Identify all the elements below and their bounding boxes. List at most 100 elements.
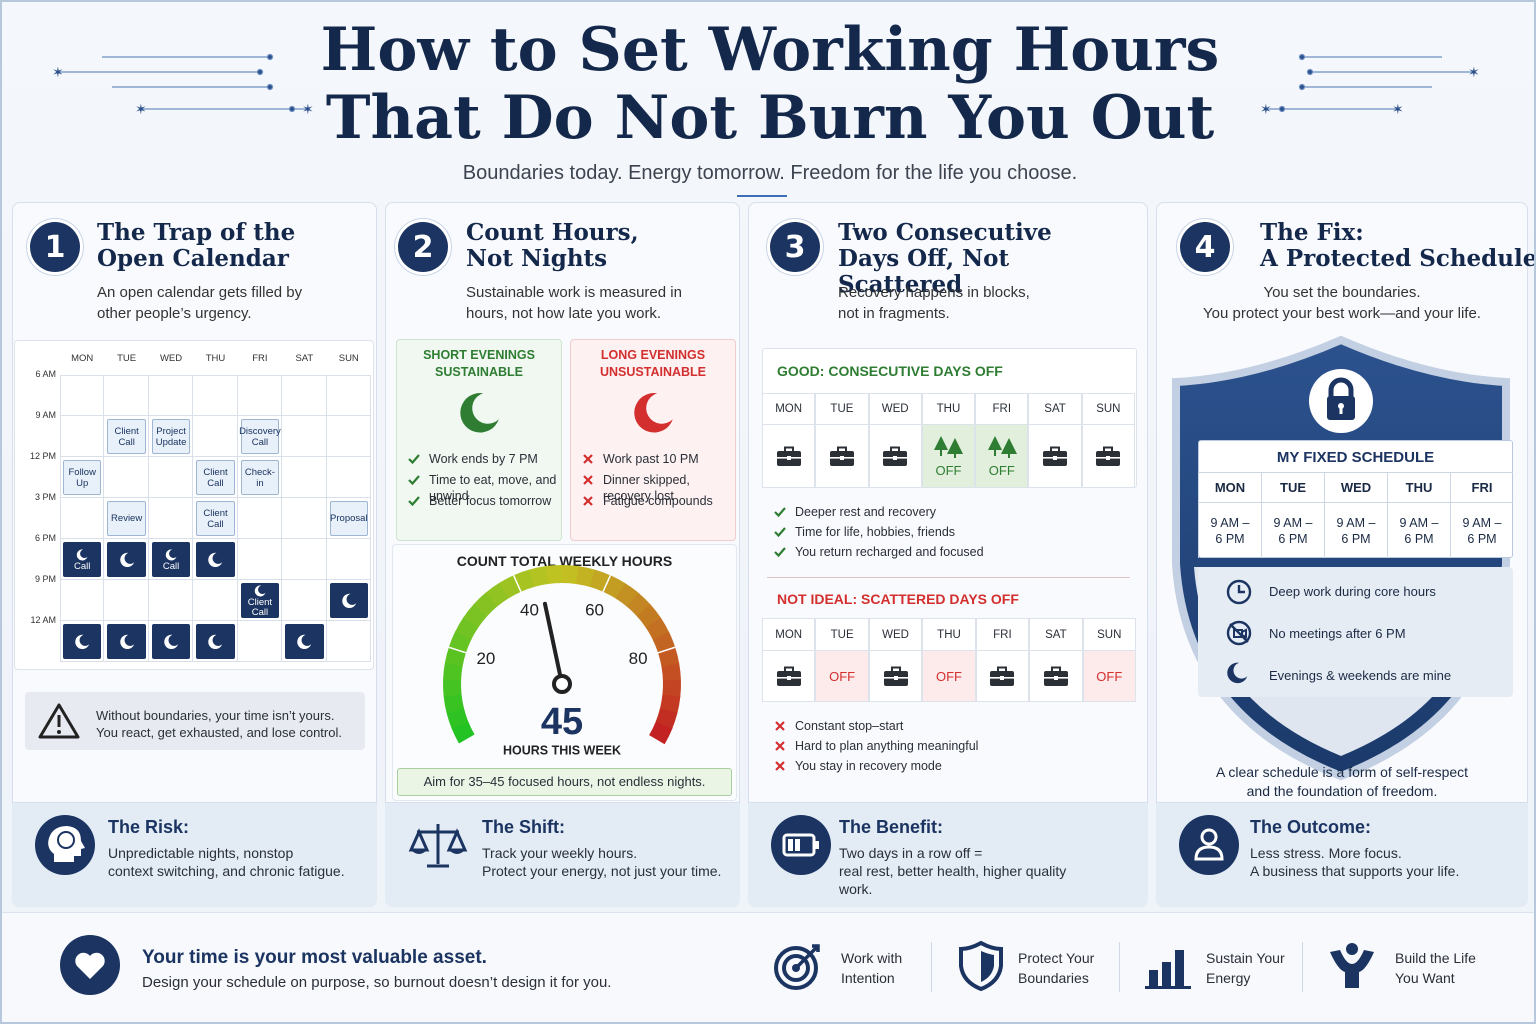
footer-item-text: Protect Your Boundaries — [1018, 948, 1128, 988]
calendar-cell — [148, 498, 194, 539]
icon-svg — [408, 496, 420, 507]
section-title-line: Not Nights — [466, 245, 608, 272]
calendar-cell — [237, 498, 283, 539]
bad-title: NOT IDEAL: SCATTERED DAYS OFF — [777, 591, 1019, 607]
week-day: SAT — [1028, 393, 1082, 425]
icon-path — [1194, 845, 1224, 861]
icon-svg — [119, 552, 134, 567]
week-day: WED — [868, 618, 923, 651]
calendar-cell — [326, 621, 371, 662]
footer-separator — [931, 942, 932, 992]
icon-circle — [1200, 828, 1218, 846]
calendar-cell: Client Call — [237, 580, 283, 621]
schedule-hours: 9 AM – 6 PM — [1399, 515, 1439, 546]
icon-svg — [60, 935, 120, 995]
week-day: FRI — [975, 393, 1029, 425]
icon-circle — [1306, 68, 1314, 76]
gauge-needle — [542, 601, 564, 686]
icon-path — [775, 761, 785, 771]
icon-text: ✶ — [52, 64, 64, 80]
section-text-line: not in fragments. — [838, 305, 950, 322]
calendar-cell — [104, 539, 149, 580]
briefcase-icon — [776, 665, 802, 687]
calendar-night — [107, 542, 146, 577]
icon-svg — [165, 548, 177, 560]
icon-path — [76, 548, 88, 560]
decor-lines: ✶ ✶ ✶ ✶ ✶ ✶ — [52, 53, 1480, 117]
week-day: TUE — [815, 618, 869, 651]
icon-svg — [208, 552, 223, 567]
icon-svg — [776, 446, 801, 466]
footer-item-text: Build the Life You Want — [1395, 948, 1505, 988]
calendar-day: SAT — [295, 353, 314, 364]
gauge-tick-label: 60 — [585, 600, 604, 619]
icon-path — [119, 634, 134, 649]
callout-icon — [407, 814, 469, 876]
rule-icon — [1224, 576, 1254, 606]
callout-text-line: Track your weekly hours. — [482, 845, 638, 861]
gauge-arc — [443, 565, 681, 745]
calendar-cell — [193, 416, 238, 457]
schedule-box — [1198, 440, 1513, 558]
icon-path — [774, 527, 786, 538]
calendar-event: Review — [107, 501, 146, 536]
calendar-cell — [237, 539, 283, 580]
icon-rect — [1053, 456, 1058, 460]
footer-item-text: Work with Intention — [841, 948, 951, 988]
icon-path — [164, 634, 179, 649]
cross-icon — [774, 758, 786, 772]
section-text-line: other people’s urgency. — [97, 305, 252, 322]
week-day: THU — [921, 393, 976, 425]
warning-text-line: Without boundaries, your time isn’t your… — [96, 708, 335, 723]
section-title-line: A Protected Schedule — [1260, 245, 1536, 272]
gauge-arc-segment — [658, 647, 680, 668]
briefcase-icon — [1043, 665, 1069, 687]
rule-text: Deep work during core hours — [1269, 584, 1436, 599]
week-off: OFF — [935, 462, 962, 478]
calendar-night — [196, 624, 235, 659]
evening-title: SHORT EVENINGS — [423, 348, 535, 362]
warning-box — [25, 692, 365, 750]
tree-icon — [986, 435, 1018, 459]
callout-text-line: Protect your energy, not just your time. — [482, 863, 722, 879]
icon-svg — [1179, 815, 1239, 875]
icon-path — [794, 944, 820, 970]
week-day: MON — [762, 618, 816, 651]
week-cell — [762, 424, 816, 488]
list-item-text: Hard to plan anything meaningful — [795, 739, 979, 753]
calendar-cell — [148, 457, 194, 498]
calendar-cell — [282, 457, 327, 498]
calendar-night-text: Call — [162, 560, 180, 572]
icon-circle — [57, 831, 75, 849]
list-item: You return recharged and focused — [774, 544, 1134, 560]
section-title-line: Open Calendar — [97, 245, 289, 272]
footer-item-text-line: Energy — [1206, 970, 1251, 986]
gauge-arc-segment — [545, 565, 563, 585]
icon-svg — [1226, 620, 1252, 646]
week-day: WED — [868, 393, 922, 425]
week-off: OFF — [988, 462, 1015, 478]
icon-svg — [119, 634, 134, 649]
calendar-cell: Review — [104, 498, 149, 539]
icon-svg — [774, 547, 786, 558]
calendar-cell — [60, 416, 105, 457]
icon-rect — [1106, 456, 1111, 460]
rule-text: Evenings & weekends are mine — [1269, 668, 1452, 683]
moon-icon — [118, 551, 136, 569]
list-item: Fatigue compounds — [582, 493, 732, 509]
icon-rect — [954, 453, 957, 458]
icon-path — [75, 634, 90, 649]
icon-svg — [583, 496, 593, 506]
icon-svg — [883, 666, 908, 686]
gauge-arc-segment — [589, 569, 612, 593]
week-day: TUE — [815, 393, 869, 425]
icon-svg — [774, 527, 786, 538]
section-title: Count Hours, Not Nights — [466, 220, 766, 272]
icon-path — [959, 940, 1003, 992]
calendar-day: MON — [71, 353, 94, 364]
footer-item-text-line: You Want — [1395, 970, 1455, 986]
calendar-cell — [326, 539, 371, 580]
section-text-line: Sustainable work is measured in — [466, 284, 682, 301]
icon-svg — [208, 634, 223, 649]
